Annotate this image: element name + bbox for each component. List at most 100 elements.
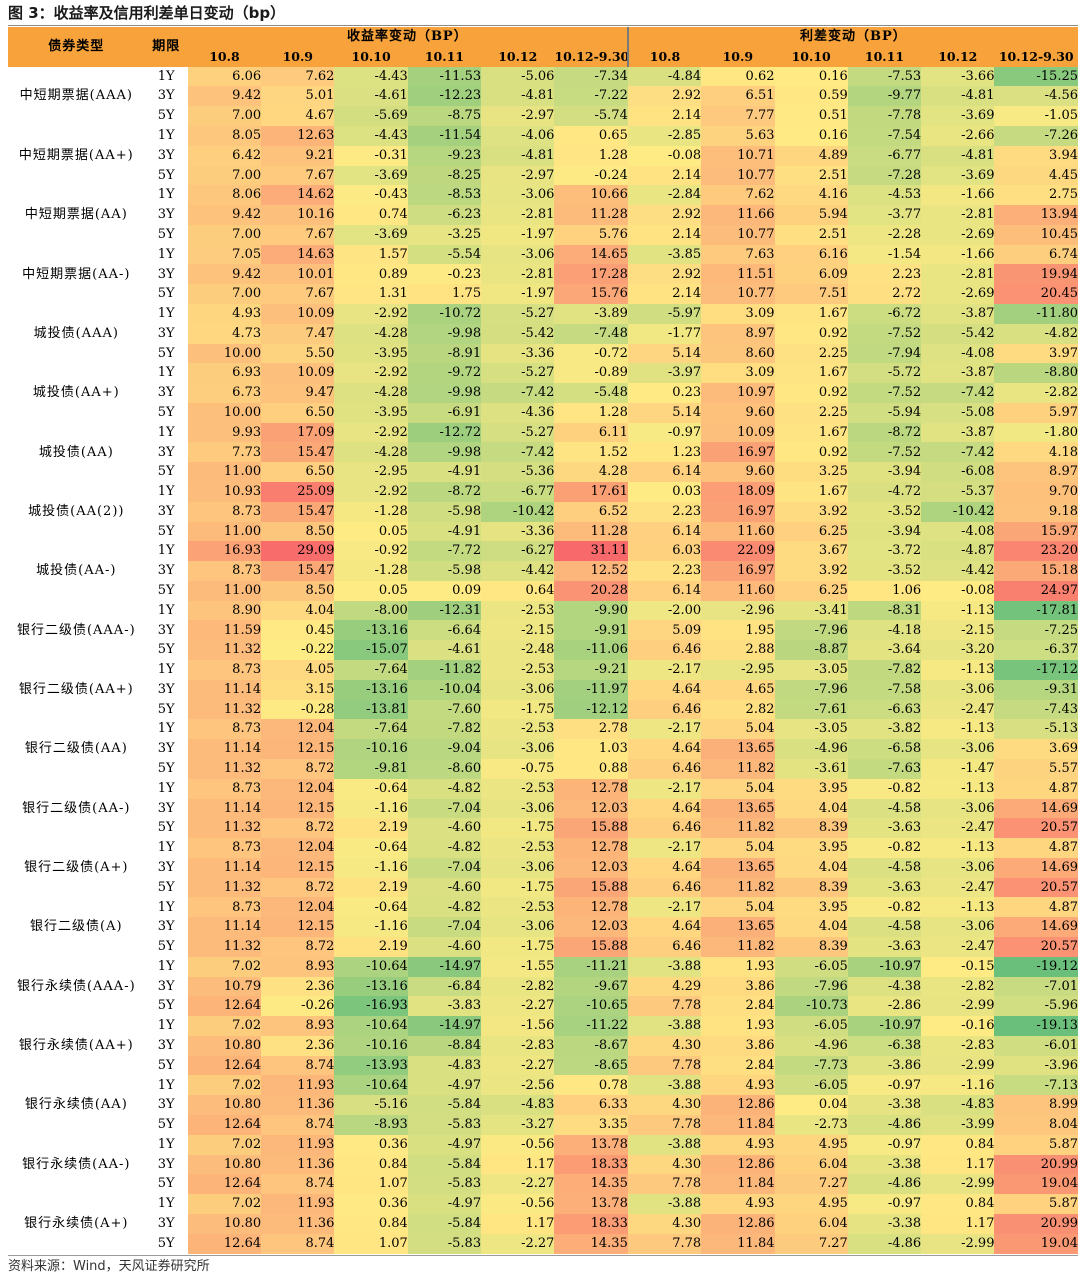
spread-change-cell: 9.60	[701, 462, 775, 482]
spread-change-cell: -5.08	[921, 402, 995, 423]
spread-change-cell: 6.46	[627, 818, 702, 839]
table-row: 5Y 7.00 4.67 -5.69 -8.75 -2.97 -5.74 2.14 7.77 0.…	[8, 106, 1078, 126]
header-spread-date: 10.8	[627, 47, 702, 67]
yield-change-cell: -8.93	[334, 1115, 408, 1135]
spread-change-cell: 9.18	[994, 501, 1078, 522]
spread-change-cell: 3.95	[774, 778, 848, 799]
spread-change-cell: -7.82	[847, 660, 922, 680]
yield-change-cell: -6.23	[407, 205, 482, 225]
spread-change-cell: 4.93	[701, 1194, 775, 1214]
yield-change-cell: 1.17	[481, 1154, 555, 1175]
yield-change-cell: 9.42	[187, 264, 262, 285]
yield-change-cell: 8.72	[261, 877, 335, 898]
spread-change-cell: 7.77	[701, 106, 775, 126]
yield-change-cell: 6.42	[187, 145, 262, 166]
spread-change-cell: -8.31	[847, 600, 922, 621]
yield-change-cell: -4.82	[407, 778, 482, 799]
spread-change-cell: -7.52	[847, 383, 922, 403]
spread-change-cell: 1.67	[774, 363, 848, 384]
yield-change-cell: -4.83	[481, 1095, 555, 1115]
spread-change-cell: 2.84	[701, 1055, 775, 1076]
yield-change-cell: -7.60	[407, 699, 482, 720]
term-label: 3Y	[144, 1095, 188, 1115]
yield-change-cell: 1.75	[407, 284, 482, 304]
spread-change-cell: -3.61	[774, 758, 848, 779]
yield-change-cell: 12.15	[261, 917, 335, 937]
yield-change-cell: 7.73	[187, 442, 262, 463]
spread-change-cell: 4.87	[994, 838, 1078, 858]
spread-change-cell: 3.95	[774, 838, 848, 858]
spread-change-cell: -4.96	[774, 1035, 848, 1056]
spread-change-cell: 10.77	[701, 224, 775, 245]
yield-change-cell: -7.42	[481, 383, 555, 403]
yield-change-cell: 2.78	[554, 719, 628, 740]
term-label: 3Y	[144, 917, 188, 937]
yield-change-cell: -7.64	[334, 660, 408, 680]
spread-change-cell: -3.88	[627, 1194, 702, 1214]
yield-change-cell: 11.93	[261, 1194, 335, 1214]
yield-change-cell: -10.64	[334, 956, 408, 977]
spread-change-cell: 1.17	[921, 1213, 995, 1234]
yield-change-cell: 15.88	[554, 877, 628, 898]
term-label: 3Y	[144, 1035, 188, 1056]
spread-change-cell: -3.88	[627, 1075, 702, 1096]
bond-type-label: 银行永续债(AA+)	[8, 1016, 145, 1076]
spread-change-cell: -4.81	[921, 145, 995, 166]
spread-change-cell: -0.08	[627, 145, 702, 166]
yield-change-cell: 6.50	[261, 402, 335, 423]
yield-change-cell: -16.93	[334, 996, 408, 1017]
spread-change-cell: 8.04	[994, 1115, 1078, 1135]
yield-change-cell: 8.74	[261, 1055, 335, 1076]
spread-change-cell: 15.97	[994, 521, 1078, 542]
table-row: 银行二级债(AA) 1Y 8.73 12.04 -7.64 -7.82 -2.53 2.78-…	[8, 719, 1078, 779]
term-label: 5Y	[144, 106, 188, 126]
spread-change-cell: 3.92	[774, 501, 848, 522]
yield-change-cell: -5.83	[407, 1233, 482, 1254]
spread-change-cell: -11.80	[994, 303, 1078, 324]
yield-change-cell: -9.81	[334, 758, 408, 779]
yield-change-cell: 12.64	[187, 1115, 262, 1135]
spread-change-cell: -3.85	[627, 244, 702, 265]
spread-change-cell: -2.82	[994, 383, 1078, 403]
yield-change-cell: -12.72	[407, 422, 482, 443]
yield-change-cell: -10.42	[481, 501, 555, 522]
yield-change-cell: -8.65	[554, 1055, 628, 1076]
yield-change-cell: 2.19	[334, 877, 408, 898]
bond-type-label: 银行二级债(A+)	[8, 838, 145, 898]
table-row: 3Y 11.14 12.15 -1.16 -7.04 -3.06 12.03 4.64 13.6…	[8, 917, 1078, 937]
spread-change-cell: -1.66	[921, 185, 995, 206]
spread-change-cell: 16.97	[701, 442, 775, 463]
spread-change-cell: -3.86	[847, 1055, 922, 1076]
spread-change-cell: 4.64	[627, 679, 702, 700]
bond-type-label: 银行永续债(AA)	[8, 1075, 145, 1135]
header-spread-date: 10.12-9.30	[994, 47, 1078, 67]
yield-change-cell: -7.48	[554, 323, 628, 344]
yield-change-cell: 18.33	[554, 1154, 628, 1175]
table-row: 城投债(AA-) 1Y 16.93 29.09 -0.92 -7.72 -6.27 31.11…	[8, 541, 1078, 601]
yield-change-cell: -3.95	[334, 402, 408, 423]
yield-change-cell: -13.16	[334, 976, 408, 997]
term-label: 3Y	[144, 1154, 188, 1175]
spread-change-cell: 6.14	[627, 462, 702, 482]
spread-change-cell: 4.93	[701, 1075, 775, 1096]
yield-change-cell: 12.64	[187, 1233, 262, 1254]
yield-change-cell: -0.56	[481, 1194, 555, 1214]
spread-change-cell: -9.77	[847, 86, 922, 107]
spread-change-cell: -7.01	[994, 976, 1078, 997]
bond-type-label: 银行永续债(AA-)	[8, 1134, 145, 1195]
spread-change-cell: 23.20	[994, 541, 1078, 562]
spread-change-cell: 6.46	[627, 877, 702, 898]
spread-change-cell: 4.87	[994, 778, 1078, 799]
spread-change-cell: 4.95	[774, 1134, 848, 1155]
yield-change-cell: -2.53	[481, 778, 555, 799]
yield-change-cell: 20.28	[554, 580, 628, 601]
yield-change-cell: -3.89	[554, 303, 628, 324]
table-row: 银行二级债(AAA-) 1Y 8.90 4.04 -8.00 -12.31 -2.53 -9.…	[8, 600, 1078, 661]
spread-change-cell: -2.95	[701, 660, 775, 680]
yield-change-cell: -4.91	[407, 521, 482, 542]
yield-change-cell: -5.98	[407, 501, 482, 522]
term-label: 5Y	[144, 877, 188, 898]
spread-change-cell: -7.42	[921, 442, 995, 463]
header-yield-date: 10.9	[261, 47, 335, 67]
spread-change-cell: 0.84	[921, 1194, 995, 1214]
